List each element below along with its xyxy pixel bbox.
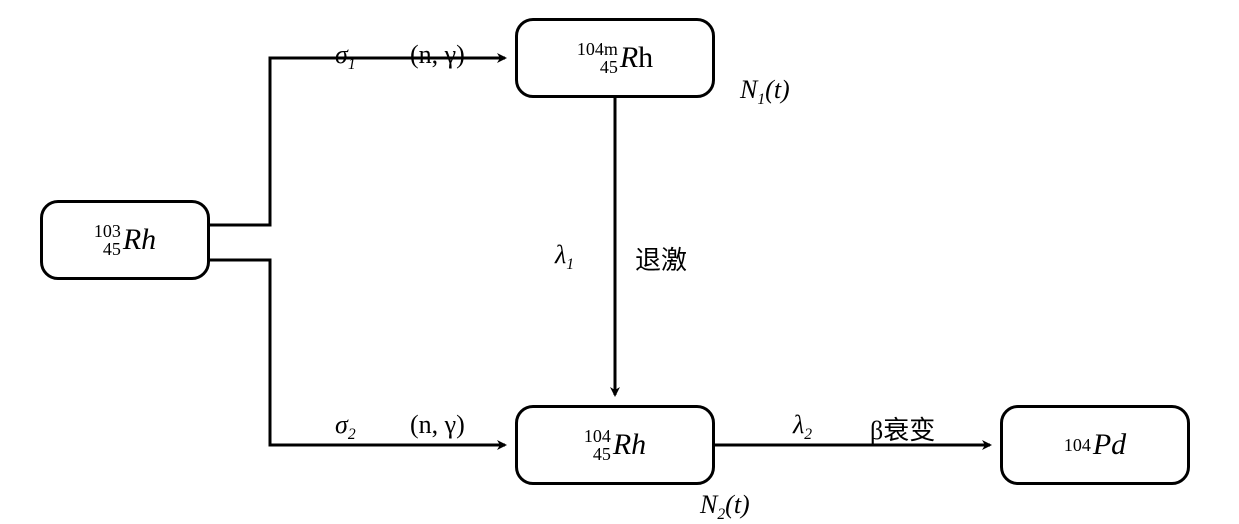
label-lambda1: λ1 — [555, 240, 574, 274]
sym-pd104: Pd — [1093, 428, 1126, 462]
label-ngamma2: (n, γ) — [410, 410, 465, 440]
label-n1t: N1(t) — [740, 75, 790, 109]
node-rh103: 103 45 Rh — [40, 200, 210, 280]
label-deexcite: 退激 — [635, 240, 687, 277]
isotope-rh103: 103 45 Rh — [94, 222, 156, 258]
label-lambda2: λ2 — [793, 410, 812, 444]
mass-rh103: 103 — [94, 222, 121, 240]
label-n2t: N2(t) — [700, 490, 750, 524]
mass-pd104: 104 — [1064, 436, 1091, 454]
label-sigma1: σ1 — [335, 40, 356, 74]
sym-rh103: Rh — [123, 223, 156, 257]
edge-rh103-to-rh104m — [210, 58, 505, 225]
isotope-rh104m: 104m 45 Rh — [577, 40, 653, 76]
sym-rh104: Rh — [613, 428, 646, 462]
mass-rh104: 104 — [584, 427, 611, 445]
isotope-rh104: 104 45 Rh — [584, 427, 646, 463]
node-rh104m: 104m 45 Rh — [515, 18, 715, 98]
sym-rh104m: Rh — [620, 41, 653, 75]
isotope-pd104: 104 Pd — [1064, 428, 1126, 462]
label-sigma2: σ2 — [335, 410, 356, 444]
node-rh104: 104 45 Rh — [515, 405, 715, 485]
label-betadecay: β衰变 — [870, 410, 935, 447]
node-pd104: 104 Pd — [1000, 405, 1190, 485]
label-ngamma1: (n, γ) — [410, 40, 465, 70]
z-rh104: 45 — [593, 445, 611, 463]
mass-rh104m: 104m — [577, 40, 618, 58]
z-rh104m: 45 — [600, 58, 618, 76]
z-rh103: 45 — [103, 240, 121, 258]
